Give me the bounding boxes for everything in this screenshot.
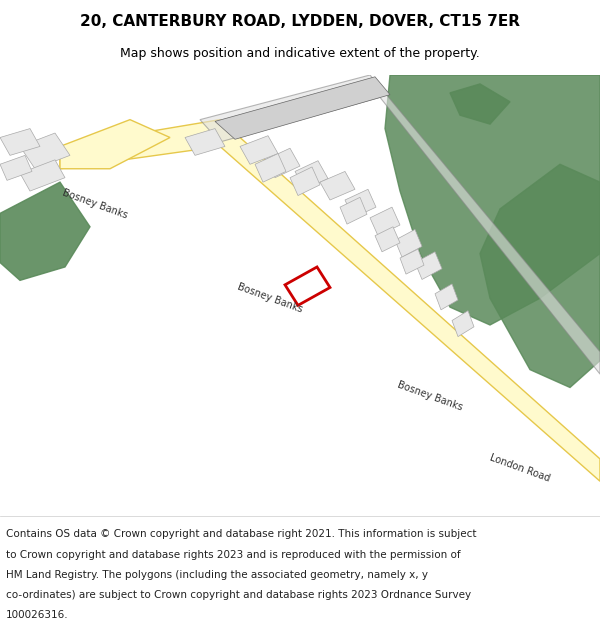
Polygon shape <box>320 171 355 200</box>
Polygon shape <box>340 198 367 224</box>
Polygon shape <box>400 249 424 274</box>
Text: 20, CANTERBURY ROAD, LYDDEN, DOVER, CT15 7ER: 20, CANTERBURY ROAD, LYDDEN, DOVER, CT15… <box>80 14 520 29</box>
Text: London Road: London Road <box>488 452 551 483</box>
Polygon shape <box>452 311 474 337</box>
Text: 100026316.: 100026316. <box>6 611 68 621</box>
Polygon shape <box>385 75 600 325</box>
Polygon shape <box>0 129 40 156</box>
Polygon shape <box>0 182 90 281</box>
Polygon shape <box>240 136 278 164</box>
Polygon shape <box>20 133 70 169</box>
Polygon shape <box>60 119 170 169</box>
Polygon shape <box>295 161 328 189</box>
Text: co-ordinates) are subject to Crown copyright and database rights 2023 Ordnance S: co-ordinates) are subject to Crown copyr… <box>6 590 471 600</box>
Polygon shape <box>395 229 422 257</box>
Polygon shape <box>290 167 320 196</box>
Text: to Crown copyright and database rights 2023 and is reproduced with the permissio: to Crown copyright and database rights 2… <box>6 549 461 559</box>
Polygon shape <box>60 119 600 481</box>
Polygon shape <box>215 77 390 139</box>
Polygon shape <box>375 227 400 252</box>
Polygon shape <box>345 189 376 218</box>
Polygon shape <box>0 156 32 181</box>
Polygon shape <box>20 160 65 191</box>
Text: Bosney Banks: Bosney Banks <box>396 380 464 413</box>
Text: HM Land Registry. The polygons (including the associated geometry, namely x, y: HM Land Registry. The polygons (includin… <box>6 570 428 580</box>
Text: Contains OS data © Crown copyright and database right 2021. This information is : Contains OS data © Crown copyright and d… <box>6 529 476 539</box>
Polygon shape <box>265 148 300 178</box>
Polygon shape <box>480 164 600 388</box>
Text: Map shows position and indicative extent of the property.: Map shows position and indicative extent… <box>120 48 480 61</box>
Polygon shape <box>255 154 286 182</box>
Polygon shape <box>185 129 225 156</box>
Polygon shape <box>370 207 400 236</box>
Polygon shape <box>200 75 600 374</box>
Polygon shape <box>415 252 442 279</box>
Polygon shape <box>450 84 510 124</box>
Text: Bosney Banks: Bosney Banks <box>236 282 304 314</box>
Text: Bosney Banks: Bosney Banks <box>61 188 129 221</box>
Polygon shape <box>435 284 458 310</box>
